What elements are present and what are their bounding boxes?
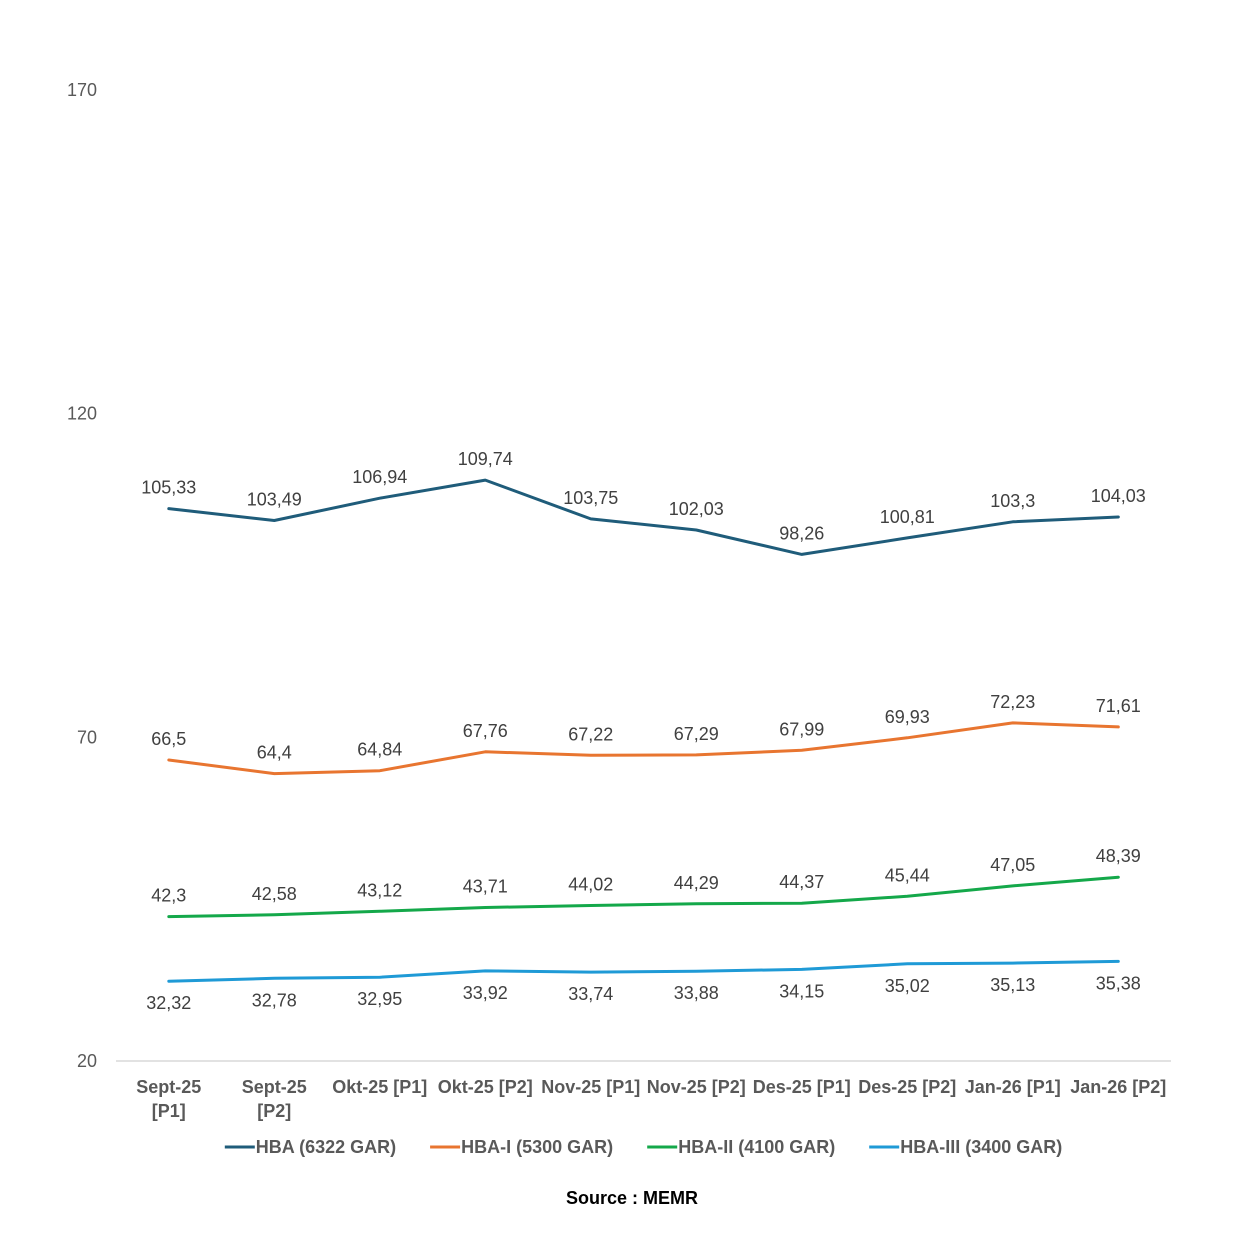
legend-item-2: HBA-I (5300 GAR)	[430, 1137, 613, 1157]
data-label: 43,12	[357, 880, 402, 900]
data-label: 103,49	[247, 490, 302, 510]
data-label: 98,26	[779, 523, 824, 543]
legend-label: HBA-III (3400 GAR)	[900, 1137, 1062, 1157]
x-tick-label: Nov-25 [P2]	[647, 1077, 746, 1097]
data-label: 71,61	[1096, 696, 1141, 716]
x-tick-label: Okt-25 [P2]	[438, 1077, 533, 1097]
data-label: 67,99	[779, 719, 824, 739]
x-axis: Sept-25 [P1] Sept-25 [P2] Okt-25 [P1] Okt-25 …	[136, 1077, 1166, 1121]
y-tick-label: 20	[77, 1051, 97, 1071]
data-label: 42,3	[151, 886, 186, 906]
data-label: 42,58	[252, 884, 297, 904]
legend: HBA (6322 GAR) HBA-I (5300 GAR) HBA-II (41…	[224, 1137, 1062, 1157]
data-label: 69,93	[885, 707, 930, 727]
series-line-1	[167, 478, 1120, 556]
x-tick-label: Des-25 [P1]	[753, 1077, 851, 1097]
data-label: 106,94	[352, 467, 407, 487]
data-label: 100,81	[880, 507, 935, 527]
data-label: 64,4	[257, 743, 292, 763]
series-line-2	[167, 721, 1120, 776]
y-axis: 20 70 120 170	[67, 80, 97, 1071]
legend-item-3: HBA-II (4100 GAR)	[647, 1137, 835, 1157]
data-label: 66,5	[151, 729, 186, 749]
legend-item-1: HBA (6322 GAR)	[224, 1137, 396, 1157]
data-label: 33,92	[463, 983, 508, 1003]
data-label: 103,75	[563, 488, 618, 508]
source-note: Source : MEMR	[565, 1188, 698, 1208]
x-tick-label: Sept-25 [P1]	[136, 1077, 201, 1121]
data-label: 105,33	[141, 478, 196, 498]
data-label: 48,39	[1096, 846, 1141, 866]
data-label: 32,95	[357, 989, 402, 1009]
data-label: 32,78	[252, 990, 297, 1010]
data-label: 44,02	[568, 875, 613, 895]
data-label: 102,03	[669, 499, 724, 519]
data-label: 45,44	[885, 865, 930, 885]
legend-label: HBA-I (5300 GAR)	[461, 1137, 613, 1157]
data-label: 35,02	[885, 976, 930, 996]
series-line-3	[167, 875, 1120, 919]
data-label: 64,84	[357, 740, 402, 760]
data-label: 47,05	[990, 855, 1035, 875]
y-tick-label: 70	[77, 727, 97, 747]
data-labels: 105,33 103,49 106,94 109,74 103,75 102,03 98,2…	[141, 449, 1146, 1013]
data-label: 104,03	[1091, 486, 1146, 506]
legend-item-4: HBA-III (3400 GAR)	[869, 1137, 1062, 1157]
data-label: 34,15	[779, 981, 824, 1001]
series-lines	[167, 478, 1120, 983]
data-label: 67,29	[674, 724, 719, 744]
data-label: 43,71	[463, 877, 508, 897]
x-tick-label: Okt-25 [P1]	[332, 1077, 427, 1097]
legend-label: HBA (6322 GAR)	[256, 1137, 396, 1157]
data-label: 44,29	[674, 873, 719, 893]
series-line-4	[167, 959, 1120, 983]
y-tick-label: 120	[67, 404, 97, 424]
data-label: 67,22	[568, 724, 613, 744]
x-tick-label: Jan-26 [P1]	[965, 1077, 1061, 1097]
x-tick-label: Sept-25 [P2]	[242, 1077, 307, 1121]
data-label: 35,13	[990, 975, 1035, 995]
data-label: 67,76	[463, 721, 508, 741]
legend-label: HBA-II (4100 GAR)	[678, 1137, 835, 1157]
x-tick-label: Des-25 [P2]	[858, 1077, 956, 1097]
data-label: 72,23	[990, 692, 1035, 712]
x-tick-label: Nov-25 [P1]	[541, 1077, 640, 1097]
y-tick-label: 170	[67, 80, 97, 100]
data-label: 35,38	[1096, 973, 1141, 993]
data-label: 109,74	[458, 449, 513, 469]
data-label: 33,74	[568, 984, 613, 1004]
x-tick-label: Jan-26 [P2]	[1070, 1077, 1166, 1097]
data-label: 103,3	[990, 491, 1035, 511]
data-label: 44,37	[779, 872, 824, 892]
data-label: 33,88	[674, 983, 719, 1003]
data-label: 32,32	[146, 993, 191, 1013]
